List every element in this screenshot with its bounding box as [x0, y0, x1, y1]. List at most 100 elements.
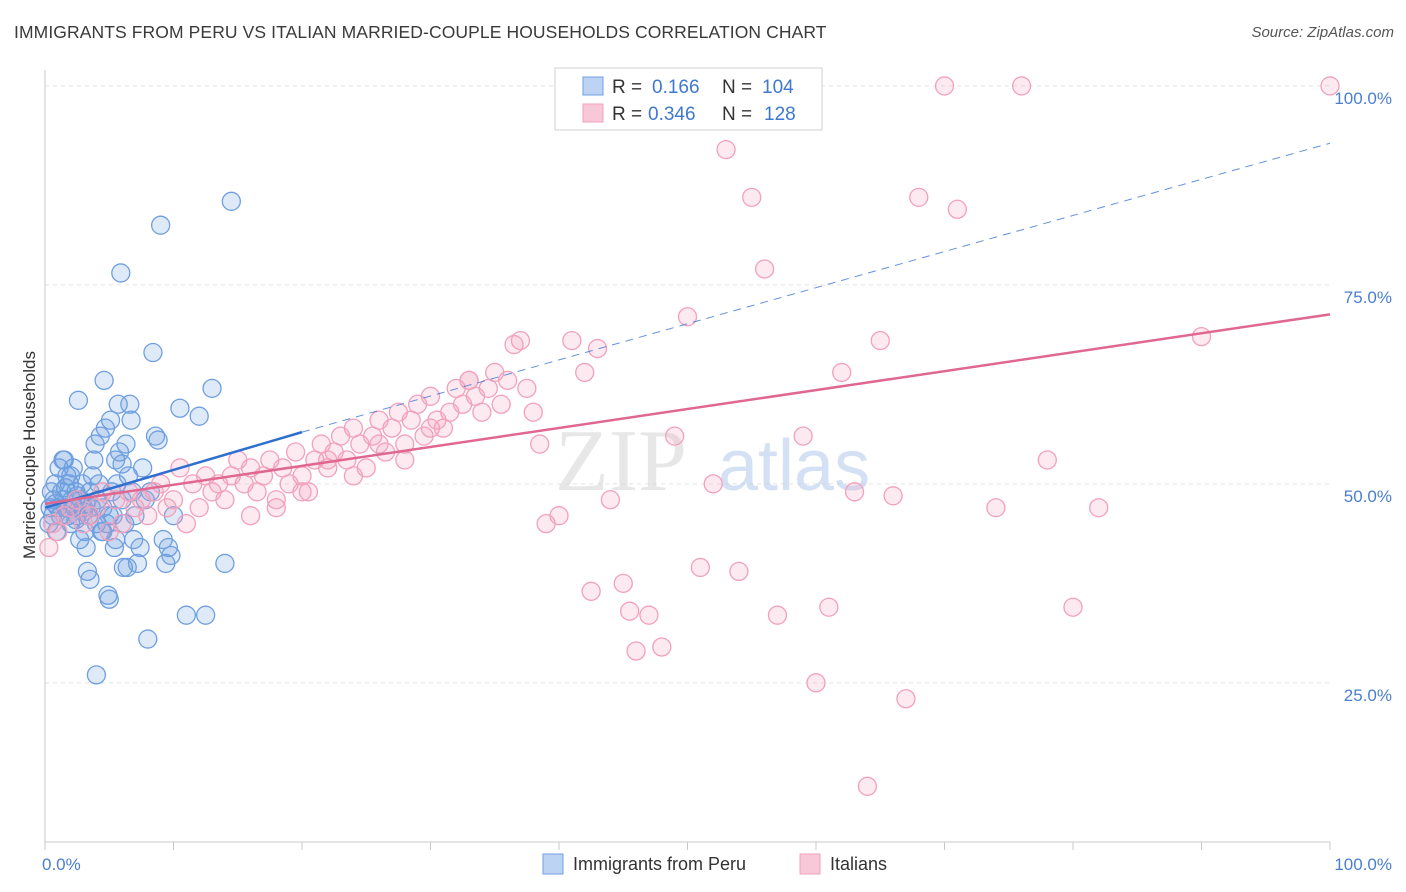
chart-source: Source: ZipAtlas.com [1251, 24, 1394, 41]
legend-r-label-peru: R = [612, 77, 642, 98]
y-tick-label-1: 75.0% [1344, 288, 1392, 307]
legend-n-label-italians: N = [722, 104, 752, 125]
italians-point-24 [189, 498, 209, 518]
peru-point-34 [82, 466, 103, 486]
italians-point-39 [285, 442, 306, 462]
peru-point-48 [100, 410, 121, 430]
y-tick-label-3: 25.0% [1344, 686, 1392, 705]
italians-point-12 [112, 513, 132, 534]
legend-r-label-italians: R = [612, 104, 642, 125]
italians-point-127 [240, 506, 261, 526]
peru-point-69 [130, 537, 150, 558]
italians-point-111 [947, 199, 967, 219]
peru-point-68 [127, 553, 148, 574]
italians-point-6 [73, 513, 94, 534]
legend-r-value-peru: 0.166 [652, 77, 700, 98]
legend-n-value-italians: 128 [764, 104, 796, 125]
bottom-legend-label-peru: Immigrants from Peru [573, 854, 746, 874]
italians-point-124 [395, 450, 415, 470]
peru-point-83 [170, 398, 190, 418]
legend-n-label-peru: N = [722, 77, 752, 98]
peru-point-23 [68, 390, 89, 410]
italians-point-103 [832, 362, 852, 383]
peru-point-94 [80, 569, 100, 590]
peru-point-56 [111, 263, 131, 283]
italians-point-82 [581, 581, 601, 601]
italians-point-7 [80, 506, 100, 526]
peru-point-29 [76, 537, 96, 558]
italians-point-123 [369, 434, 389, 454]
italians-point-89 [652, 637, 672, 657]
peru-trend-extension [301, 142, 1331, 433]
italians-point-19 [157, 498, 177, 518]
italians-point-106 [870, 330, 890, 351]
peru-point-55 [109, 442, 130, 462]
peru-point-86 [195, 605, 216, 625]
italians-trend-line [44, 313, 1331, 505]
italians-point-59 [414, 426, 434, 446]
italians-point-102 [819, 597, 839, 617]
italians-point-22 [176, 513, 197, 534]
italians-point-88 [639, 605, 659, 625]
peru-point-43 [94, 370, 114, 391]
y-tick-label-2: 50.0% [1344, 487, 1392, 506]
peru-point-88 [215, 553, 235, 574]
peru-point-76 [148, 430, 168, 450]
italians-point-41 [298, 482, 319, 502]
y-tick-label-0: 100.0% [1334, 89, 1392, 108]
italians-point-56 [395, 434, 415, 454]
italians-point-114 [1037, 450, 1057, 470]
italians-point-116 [1089, 498, 1109, 518]
peru-point-72 [138, 629, 158, 649]
peru-point-35 [84, 450, 104, 470]
italians-point-80 [562, 330, 582, 351]
italians-point-118 [1320, 76, 1340, 96]
italians-point-76 [523, 402, 543, 422]
italians-point-83 [587, 338, 608, 359]
italians-point-28 [215, 490, 235, 510]
chart-title: IMMIGRANTS FROM PERU VS ITALIAN MARRIED-… [14, 22, 827, 42]
italians-point-91 [677, 307, 698, 327]
axes [44, 70, 1331, 850]
italians-point-96 [742, 187, 762, 207]
italians-point-108 [896, 689, 916, 709]
peru-point-84 [176, 605, 197, 625]
y-axis-label: Married-couple Households [20, 351, 39, 559]
peru-point-5 [45, 474, 65, 494]
peru-point-61 [117, 557, 137, 578]
legend-box: R = 0.166 N = 104 R = 0.346 N = 128 [554, 67, 823, 131]
italians-point-109 [909, 187, 929, 207]
peru-point-80 [158, 537, 179, 558]
italians-point-115 [1063, 597, 1083, 617]
italians-point-77 [530, 434, 550, 454]
peru-point-63 [120, 394, 140, 414]
legend-n-value-peru: 104 [762, 77, 794, 98]
italians-point-75 [517, 378, 537, 399]
italians-point-74 [510, 330, 531, 351]
trend-lines [44, 142, 1331, 509]
bottom-legend-swatch-peru [542, 853, 564, 875]
italians-point-79 [549, 506, 569, 526]
italians-point-36 [266, 490, 286, 510]
watermark-atlas: atlas [718, 426, 870, 506]
legend-r-value-italians: 0.346 [648, 104, 696, 125]
italians-point-122 [343, 466, 364, 486]
x-tick-left: 0.0% [42, 855, 81, 874]
italians-point-104 [844, 482, 865, 502]
italians-point-126 [266, 498, 286, 518]
italians-point-107 [883, 486, 903, 506]
italians-point-110 [934, 76, 955, 96]
peru-point-101 [55, 478, 76, 498]
peru-point-74 [143, 342, 163, 363]
watermark: ZIP atlas [555, 413, 870, 510]
italians-point-81 [575, 362, 595, 383]
italians-point-117 [1191, 326, 1212, 347]
peru-point-85 [189, 406, 209, 426]
italians-point-90 [665, 426, 685, 446]
italians-point-125 [420, 418, 441, 438]
peru-point-81 [161, 545, 181, 566]
bottom-legend: Immigrants from Peru Italians [542, 853, 887, 875]
italians-point-84 [600, 490, 621, 510]
italians-point-93 [703, 474, 723, 494]
